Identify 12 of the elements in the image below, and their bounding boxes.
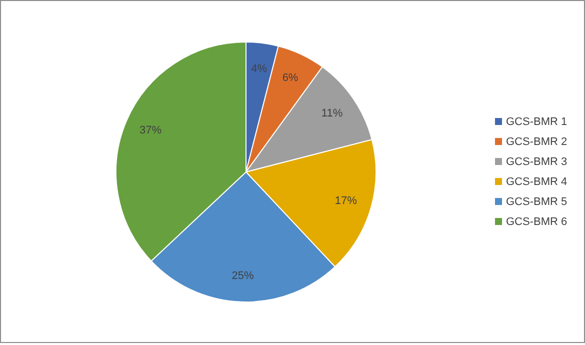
data-label: 6% (282, 72, 298, 84)
data-label: 17% (334, 195, 358, 208)
data-label: 4% (251, 62, 268, 75)
legend-label: GCS-BMR 2 (506, 136, 568, 148)
data-label: 37% (140, 124, 162, 137)
legend-label: GCS-BMR 3 (506, 156, 568, 168)
legend-label: GCS-BMR 5 (506, 196, 568, 208)
legend-label: GCS-BMR 6 (506, 216, 568, 228)
data-label: 25% (232, 270, 254, 282)
legend-label: GCS-BMR 1 (506, 116, 568, 128)
legend-label: GCS-BMR 4 (506, 176, 568, 188)
data-label: 11% (321, 108, 343, 120)
